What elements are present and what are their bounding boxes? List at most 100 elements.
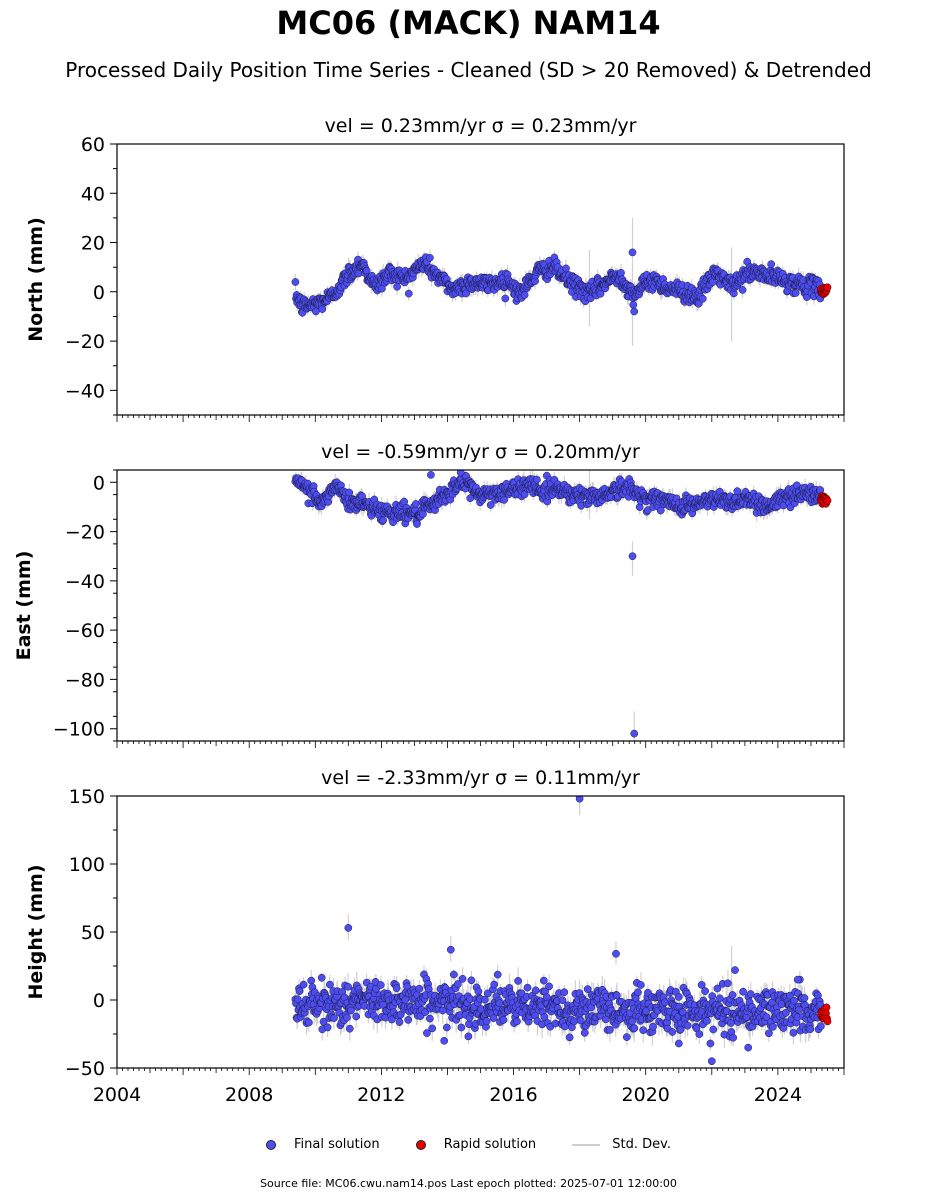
final-point bbox=[617, 268, 625, 277]
legend-label-rapid: Rapid solution bbox=[443, 1137, 537, 1152]
x-ticks-north bbox=[116, 415, 845, 422]
final-point bbox=[426, 1014, 434, 1023]
final-point bbox=[423, 1029, 431, 1037]
rapid-solution-points-height bbox=[817, 1003, 832, 1026]
outlier-point bbox=[630, 307, 639, 316]
y-tick-label: −20 bbox=[65, 331, 105, 353]
final-point bbox=[695, 1030, 704, 1038]
x-ticks-height bbox=[116, 1068, 845, 1075]
final-point bbox=[706, 1039, 715, 1048]
final-point bbox=[482, 1017, 491, 1026]
rapid-point bbox=[823, 283, 832, 292]
final-point bbox=[458, 974, 467, 983]
final-point bbox=[762, 1013, 771, 1021]
final-point bbox=[404, 1016, 413, 1024]
final-point bbox=[790, 996, 798, 1005]
y-tick-label: 40 bbox=[81, 183, 105, 205]
source-footer: Source file: MC06.cwu.nam14.pos Last epo… bbox=[260, 1177, 677, 1190]
final-point bbox=[490, 980, 499, 989]
final-point bbox=[576, 1016, 585, 1025]
final-point bbox=[413, 520, 421, 528]
panel-north: −40 −20 0 20 40 60 vel = 0.23mm/yr σ = 0.23mm/… bbox=[25, 115, 845, 422]
rapid-solution-points-north bbox=[817, 283, 832, 299]
final-point bbox=[493, 970, 502, 979]
final-point bbox=[642, 1007, 650, 1016]
final-point bbox=[345, 488, 354, 497]
final-point bbox=[560, 988, 569, 997]
final-point bbox=[388, 1015, 396, 1024]
final-point bbox=[393, 282, 401, 291]
final-point bbox=[419, 510, 427, 518]
y-tick-label: 20 bbox=[81, 233, 105, 255]
final-point bbox=[523, 983, 532, 992]
final-point bbox=[729, 1033, 738, 1042]
outlier-point bbox=[674, 1039, 683, 1048]
x-tick-label: 2016 bbox=[489, 1084, 537, 1106]
y-tick-label: −40 bbox=[65, 380, 105, 402]
final-point bbox=[668, 1028, 677, 1036]
rapid-solution-points-east bbox=[817, 492, 832, 508]
final-point bbox=[411, 500, 420, 508]
outlier-point bbox=[446, 945, 455, 954]
panel-title-east: vel = -0.59mm/yr σ = 0.20mm/yr bbox=[321, 441, 640, 463]
final-solution-points-east bbox=[291, 470, 825, 738]
legend-label-final: Final solution bbox=[293, 1137, 380, 1152]
final-point bbox=[703, 1017, 711, 1025]
final-point bbox=[565, 1033, 574, 1042]
final-point bbox=[354, 269, 363, 278]
outlier-point bbox=[344, 924, 353, 932]
rapid-point bbox=[823, 496, 832, 505]
final-point bbox=[500, 496, 508, 504]
final-point bbox=[442, 1023, 451, 1032]
std-dev-line-icon bbox=[572, 1143, 601, 1146]
final-point bbox=[539, 976, 548, 985]
outlier-point bbox=[731, 966, 739, 974]
final-point bbox=[817, 1022, 825, 1030]
legend-item-rapid: Rapid solution bbox=[415, 1137, 537, 1152]
final-solution-points-north bbox=[291, 248, 825, 317]
final-point bbox=[462, 289, 470, 298]
final-point bbox=[299, 980, 308, 989]
final-point bbox=[769, 1022, 777, 1031]
final-point bbox=[343, 1013, 351, 1022]
final-point bbox=[531, 986, 540, 995]
final-point bbox=[326, 980, 334, 989]
panel-title-north: vel = 0.23mm/yr σ = 0.23mm/yr bbox=[325, 115, 637, 137]
y-tick-label: −60 bbox=[65, 620, 105, 642]
final-point bbox=[580, 1029, 589, 1037]
final-point bbox=[449, 970, 458, 979]
y-tick-label: 60 bbox=[81, 134, 105, 156]
y-tick-label: 100 bbox=[69, 854, 105, 876]
final-point bbox=[583, 985, 592, 993]
final-point bbox=[800, 994, 809, 1002]
outlier-point bbox=[427, 471, 435, 479]
final-point bbox=[781, 1008, 790, 1017]
final-point bbox=[307, 976, 316, 985]
final-point bbox=[345, 1024, 354, 1033]
final-point bbox=[701, 987, 709, 995]
final-point bbox=[724, 979, 732, 988]
outlier-point bbox=[707, 1057, 716, 1066]
rapid-point bbox=[823, 1017, 832, 1026]
outlier-point bbox=[575, 796, 584, 803]
panel-title-height: vel = -2.33mm/yr σ = 0.11mm/yr bbox=[321, 767, 640, 789]
final-point bbox=[532, 475, 541, 484]
final-point bbox=[558, 996, 567, 1005]
chart-subtitle: Processed Daily Position Time Series - C… bbox=[65, 58, 872, 82]
x-tick-label: 2024 bbox=[754, 1084, 802, 1106]
y-tick-label: 50 bbox=[81, 922, 105, 944]
final-point bbox=[295, 987, 304, 996]
final-point bbox=[323, 1023, 332, 1032]
final-point bbox=[733, 487, 742, 496]
legend-item-final: Final solution bbox=[265, 1137, 380, 1152]
final-point bbox=[789, 1028, 798, 1037]
final-point bbox=[728, 991, 737, 999]
final-point bbox=[630, 1024, 639, 1033]
final-point bbox=[795, 1006, 804, 1014]
final-point bbox=[649, 1022, 657, 1031]
final-point bbox=[317, 973, 326, 982]
final-point bbox=[791, 289, 800, 297]
final-point bbox=[613, 991, 621, 1000]
final-point bbox=[570, 1017, 579, 1026]
final-point bbox=[545, 982, 553, 991]
